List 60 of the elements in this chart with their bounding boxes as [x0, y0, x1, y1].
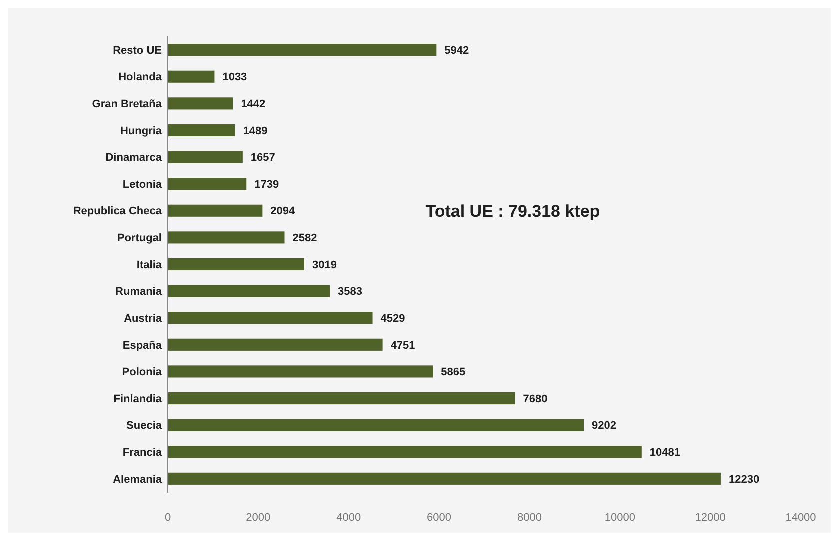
data-label: 1442: [241, 98, 266, 111]
x-tick-label: 8000: [517, 512, 542, 524]
y-tick-label: Francia: [122, 446, 163, 459]
y-tick-label: Italia: [136, 259, 163, 272]
data-label: 7680: [523, 393, 548, 406]
bar: [168, 472, 721, 485]
x-tick-label: 6000: [427, 512, 452, 524]
y-tick-label: Gran Bretaña: [92, 98, 163, 111]
y-tick-label: Hungria: [120, 125, 163, 138]
bar: [168, 285, 330, 298]
y-tick-label: Resto UE: [113, 44, 162, 57]
data-label: 2582: [292, 232, 318, 245]
bar: [168, 446, 642, 458]
data-label: 12230: [728, 474, 760, 486]
y-tick-label: Alemania: [113, 474, 163, 486]
annotation: Total UE : 79.318 ktep: [426, 202, 600, 221]
bar: [168, 44, 437, 56]
data-label: 1489: [243, 125, 268, 138]
bar: [168, 70, 215, 83]
data-label: 1657: [250, 152, 276, 164]
data-label: 3583: [338, 286, 362, 298]
data-label: 5942: [444, 44, 470, 57]
data-label: 2094: [270, 206, 296, 218]
bar: [168, 124, 236, 137]
bar: [168, 338, 383, 351]
x-tick-label: 12000: [695, 512, 726, 524]
bar: [168, 419, 584, 432]
bar: [168, 178, 247, 190]
y-tick-label: Suecia: [126, 420, 163, 432]
y-tick-label: Austria: [124, 312, 163, 325]
y-tick-label: Finlandia: [114, 393, 163, 406]
bar: [168, 392, 516, 405]
bar: [168, 151, 243, 164]
x-tick-label: 2000: [246, 512, 271, 524]
x-tick-label: 10000: [604, 512, 636, 524]
data-label: 1033: [222, 72, 248, 84]
data-label: 4529: [380, 312, 406, 325]
y-tick-label: Rumania: [116, 286, 163, 298]
data-label: 3019: [312, 259, 337, 272]
data-label: 1739: [254, 178, 280, 191]
x-tick-label: 0: [164, 512, 172, 524]
data-label: 5865: [441, 366, 466, 379]
y-tick-label: Republica Checa: [73, 206, 163, 218]
y-tick-label: Polonia: [122, 366, 163, 379]
data-label: 9202: [592, 420, 617, 432]
y-tick-label: Dinamarca: [106, 152, 163, 164]
data-label: 10481: [650, 446, 680, 459]
bar: [168, 312, 373, 324]
bar: [168, 98, 234, 110]
bar: [168, 258, 304, 271]
x-tick-label: 14000: [786, 512, 816, 524]
bar: [168, 232, 285, 244]
x-tick-label: 4000: [336, 512, 362, 524]
y-tick-label: Portugal: [117, 232, 162, 245]
bar: [168, 366, 434, 378]
y-tick-label: Holanda: [118, 72, 163, 84]
bar: [168, 204, 263, 217]
y-tick-label: España: [122, 340, 163, 352]
data-label: 4751: [390, 340, 416, 352]
y-tick-label: Letonia: [122, 178, 163, 191]
